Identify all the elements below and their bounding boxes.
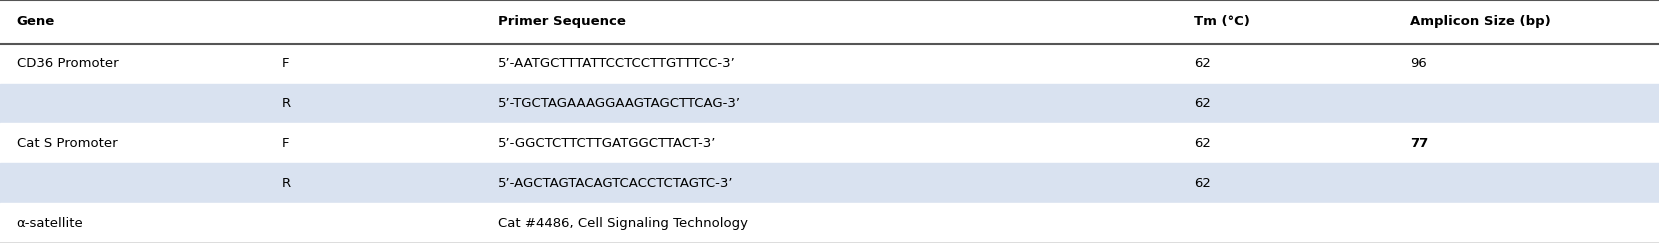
- Bar: [0, 163, 1659, 203]
- Text: R: R: [282, 177, 292, 190]
- Text: 5’-AGCTAGTACAGTCACCTCTAGTC-3’: 5’-AGCTAGTACAGTCACCTCTAGTC-3’: [498, 177, 733, 190]
- Text: 62: 62: [1194, 57, 1211, 70]
- Bar: [0, 123, 1659, 163]
- Bar: [0, 203, 1659, 243]
- Text: 5’-GGCTCTTCTTGATGGCTTACT-3’: 5’-GGCTCTTCTTGATGGCTTACT-3’: [498, 137, 717, 150]
- Bar: [0, 44, 1659, 84]
- Text: 62: 62: [1194, 137, 1211, 150]
- Text: R: R: [282, 97, 292, 110]
- Text: α-satellite: α-satellite: [17, 217, 83, 230]
- Bar: [0, 0, 1659, 44]
- Text: Primer Sequence: Primer Sequence: [498, 15, 625, 28]
- Text: 5’-TGCTAGAAAGGAAGTAGCTTCAG-3’: 5’-TGCTAGAAAGGAAGTAGCTTCAG-3’: [498, 97, 740, 110]
- Text: 77: 77: [1410, 137, 1428, 150]
- Text: Tm (°C): Tm (°C): [1194, 15, 1251, 28]
- Text: Cat #4486, Cell Signaling Technology: Cat #4486, Cell Signaling Technology: [498, 217, 748, 230]
- Text: 62: 62: [1194, 97, 1211, 110]
- Text: F: F: [282, 137, 290, 150]
- Text: Cat S Promoter: Cat S Promoter: [17, 137, 118, 150]
- Text: 5’-AATGCTTTATTCCTCCTTGTTTCC-3’: 5’-AATGCTTTATTCCTCCTTGTTTCC-3’: [498, 57, 735, 70]
- Text: CD36 Promoter: CD36 Promoter: [17, 57, 118, 70]
- Text: Amplicon Size (bp): Amplicon Size (bp): [1410, 15, 1551, 28]
- Bar: [0, 84, 1659, 123]
- Text: 96: 96: [1410, 57, 1427, 70]
- Text: 62: 62: [1194, 177, 1211, 190]
- Text: F: F: [282, 57, 290, 70]
- Text: Gene: Gene: [17, 15, 55, 28]
